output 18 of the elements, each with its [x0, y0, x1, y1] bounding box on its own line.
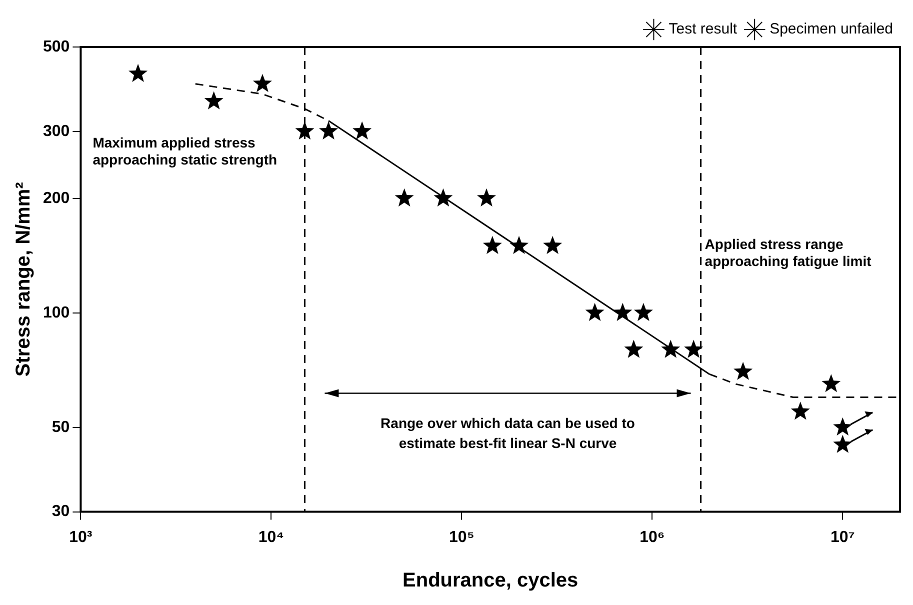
annotation: Range over which data can be used to estimate best-fit linear S-N curve: [380, 415, 635, 452]
y-tick-label: 100: [42, 304, 70, 322]
annotation: Applied stress range approaching fatigue limit: [704, 236, 872, 269]
x-tick-label: 10⁷: [830, 528, 855, 546]
x-tick-label: 10⁶: [640, 528, 665, 546]
x-tick-label: 10⁴: [258, 528, 284, 546]
y-tick-label: 300: [42, 122, 70, 140]
x-tick-label: 10⁵: [449, 528, 474, 546]
legend-label: Test result: [668, 20, 738, 38]
y-tick-label: 200: [42, 190, 70, 207]
annotation: Maximum applied stress approaching static strength: [92, 134, 278, 168]
y-tick-label: 50: [52, 418, 70, 436]
y-axis-title: Stress range, N/mm²: [12, 182, 35, 377]
y-tick-label: 30: [52, 503, 70, 520]
x-axis-title: Endurance, cycles: [402, 570, 578, 592]
y-tick-label: 500: [42, 38, 70, 56]
legend-label: Specimen unfailed: [770, 20, 894, 38]
x-tick-label: 10³: [69, 528, 92, 546]
